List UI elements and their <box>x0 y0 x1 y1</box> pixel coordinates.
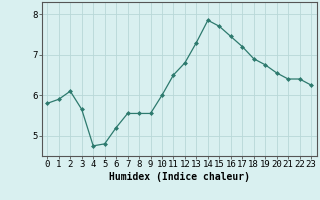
X-axis label: Humidex (Indice chaleur): Humidex (Indice chaleur) <box>109 172 250 182</box>
